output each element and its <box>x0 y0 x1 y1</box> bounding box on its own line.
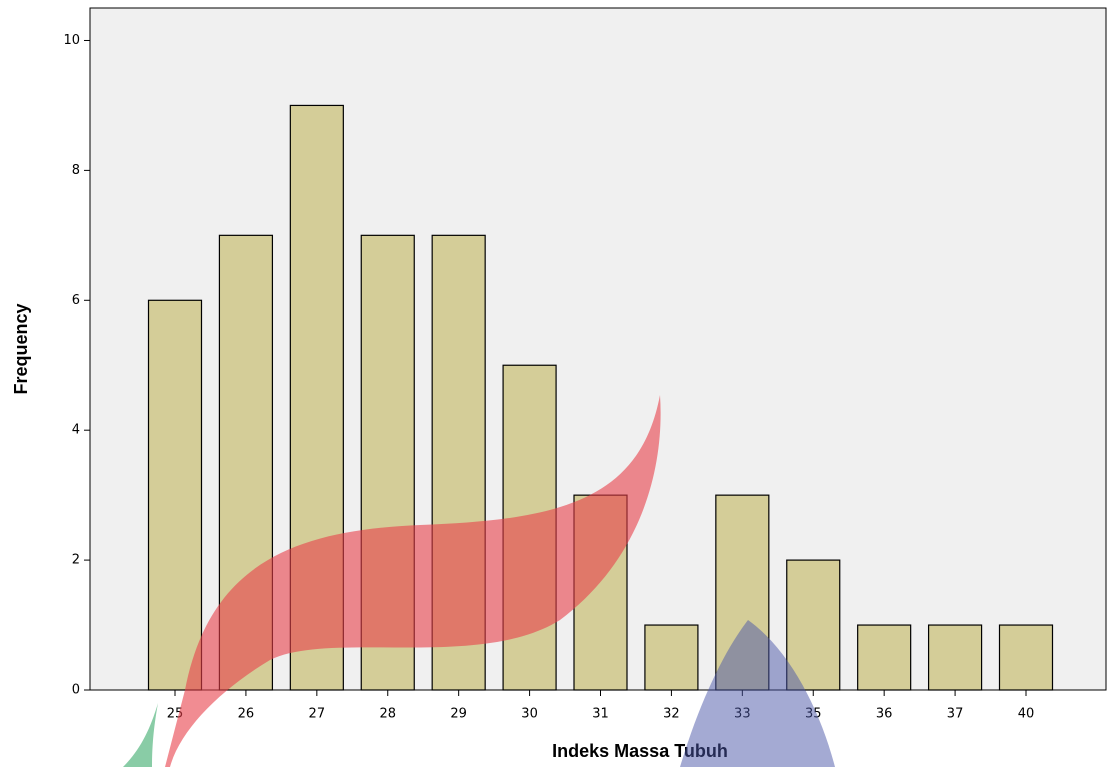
y-axis-title: Frequency <box>11 303 31 394</box>
y-tick-label: 2 <box>72 553 80 568</box>
bar <box>149 300 202 690</box>
x-tick-label: 31 <box>592 707 609 722</box>
bar <box>1000 625 1053 690</box>
x-tick-label: 26 <box>238 707 255 722</box>
bar <box>929 625 982 690</box>
bar <box>858 625 911 690</box>
x-tick-label: 30 <box>521 707 538 722</box>
x-tick-label: 37 <box>947 707 964 722</box>
x-tick-label: 40 <box>1018 707 1035 722</box>
decor-green <box>123 703 158 767</box>
y-tick-label: 4 <box>72 423 80 438</box>
chart: 024681025262728293031323335363740 Indeks… <box>0 0 1114 767</box>
y-tick-label: 8 <box>72 163 80 178</box>
y-tick-label: 0 <box>72 683 80 698</box>
y-tick-label: 10 <box>63 33 80 48</box>
x-tick-label: 36 <box>876 707 893 722</box>
x-tick-label: 28 <box>379 707 396 722</box>
x-tick-label: 32 <box>663 707 680 722</box>
x-tick-label: 27 <box>309 707 326 722</box>
bar <box>787 560 840 690</box>
x-tick-label: 29 <box>450 707 467 722</box>
bar <box>645 625 698 690</box>
y-tick-label: 6 <box>72 293 80 308</box>
